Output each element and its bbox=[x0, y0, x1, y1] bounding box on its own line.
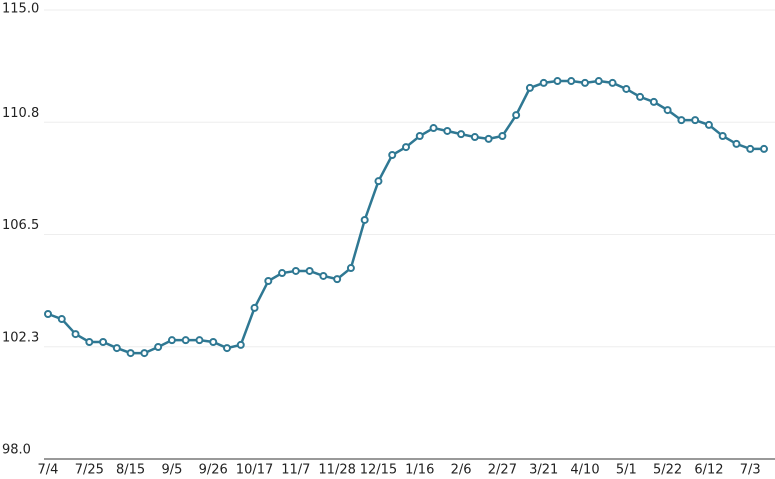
data-point bbox=[374, 177, 383, 186]
data-point bbox=[181, 336, 190, 345]
x-tick-label: 7/25 bbox=[75, 463, 104, 478]
data-point bbox=[608, 78, 617, 87]
data-point bbox=[291, 266, 300, 275]
data-point bbox=[71, 330, 80, 339]
x-tick-label: 3/21 bbox=[529, 463, 558, 478]
data-point bbox=[525, 83, 534, 92]
data-point bbox=[704, 120, 713, 129]
data-point bbox=[581, 78, 589, 87]
data-point bbox=[346, 264, 355, 273]
x-tick-label: 11/28 bbox=[318, 463, 355, 478]
data-point bbox=[319, 271, 328, 280]
x-tick-label: 2/6 bbox=[451, 463, 472, 478]
data-point bbox=[498, 131, 507, 140]
data-point bbox=[484, 134, 493, 143]
y-tick-label: 98.0 bbox=[2, 443, 31, 458]
data-point bbox=[732, 139, 741, 148]
data-point bbox=[457, 130, 466, 139]
x-tick-label: 2/27 bbox=[488, 463, 517, 478]
data-point bbox=[443, 126, 452, 135]
data-point bbox=[112, 344, 121, 353]
data-point bbox=[167, 336, 176, 345]
data-point bbox=[746, 144, 755, 153]
data-point bbox=[594, 77, 603, 86]
data-point bbox=[360, 215, 369, 224]
data-point bbox=[512, 111, 521, 120]
x-tick-label: 9/5 bbox=[161, 463, 182, 478]
data-point bbox=[567, 77, 576, 86]
x-tick-label: 9/26 bbox=[199, 463, 228, 478]
y-tick-label: 106.5 bbox=[2, 218, 39, 233]
y-tick-label: 115.0 bbox=[2, 2, 39, 17]
data-point bbox=[264, 276, 273, 285]
data-point bbox=[85, 337, 94, 346]
data-point bbox=[553, 77, 562, 86]
data-point bbox=[388, 151, 397, 160]
data-point bbox=[677, 116, 686, 125]
data-point bbox=[415, 131, 424, 140]
data-point bbox=[402, 143, 410, 152]
data-point bbox=[622, 84, 631, 93]
data-point bbox=[429, 124, 438, 133]
x-tick-label: 7/4 bbox=[38, 463, 59, 478]
data-point bbox=[636, 92, 645, 101]
data-point bbox=[57, 315, 66, 324]
x-tick-label: 1/16 bbox=[405, 463, 434, 478]
data-point bbox=[333, 275, 342, 284]
data-point bbox=[154, 343, 163, 352]
data-point bbox=[663, 106, 672, 115]
x-tick-label: 10/17 bbox=[236, 463, 273, 478]
x-tick-label: 4/10 bbox=[570, 463, 599, 478]
data-point bbox=[236, 340, 245, 349]
y-tick-label: 110.8 bbox=[2, 106, 39, 121]
data-point bbox=[718, 131, 727, 140]
data-point bbox=[470, 133, 479, 142]
data-point bbox=[278, 269, 287, 278]
x-tick-label: 6/12 bbox=[694, 463, 723, 478]
data-point bbox=[140, 349, 149, 358]
data-point bbox=[223, 344, 231, 353]
data-point bbox=[99, 337, 108, 346]
x-tick-label: 5/1 bbox=[616, 463, 637, 478]
data-point bbox=[44, 309, 52, 318]
data-point bbox=[195, 336, 204, 345]
data-point bbox=[126, 349, 135, 358]
y-tick-label: 102.3 bbox=[2, 330, 39, 345]
x-tick-label: 11/7 bbox=[281, 463, 310, 478]
data-point bbox=[209, 337, 218, 346]
data-point bbox=[691, 116, 700, 125]
data-point bbox=[539, 78, 548, 87]
x-tick-label: 8/15 bbox=[116, 463, 145, 478]
x-tick-label: 7/3 bbox=[740, 463, 761, 478]
x-tick-label: 5/22 bbox=[653, 463, 682, 478]
x-tick-label: 12/15 bbox=[360, 463, 397, 478]
data-point bbox=[649, 97, 658, 106]
data-point bbox=[760, 144, 768, 153]
data-point bbox=[305, 266, 314, 275]
data-point bbox=[250, 303, 259, 312]
